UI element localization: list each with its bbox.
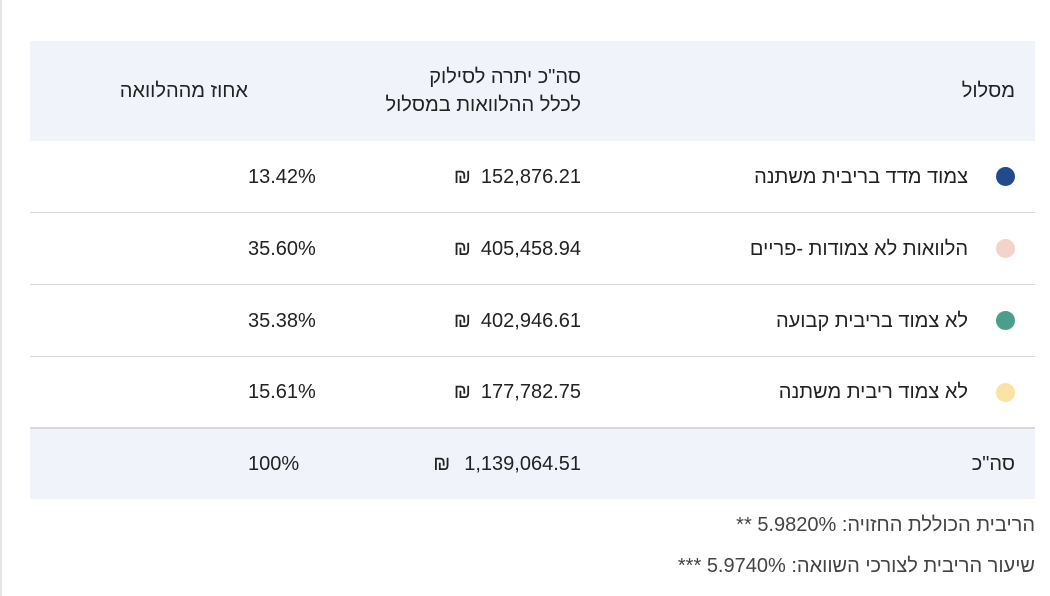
left-edge-divider — [0, 0, 2, 596]
currency-icon: ₪ — [453, 165, 471, 188]
currency-icon: ₪ — [453, 381, 471, 403]
amount-value: 405,458.94 — [480, 237, 581, 260]
track-label: הלוואות לא צמודות -פריים — [749, 237, 968, 260]
amount-value: 177,782.75 — [480, 381, 581, 403]
header-track-label: מסלול — [961, 80, 1015, 102]
track-label: לא צמוד בריבית קבועה — [775, 309, 968, 332]
header-amount-line1: סה"כ יתרה לסילוק — [429, 66, 581, 88]
comparison-rate-value: 5.9740% — [706, 555, 786, 577]
track-cell: צמוד מדד בריבית משתנה — [754, 164, 1015, 190]
amount-cell: ₪ 405,458.94 — [454, 236, 581, 262]
amount-value: 152,876.21 — [480, 165, 581, 188]
track-label: צמוד מדד בריבית משתנה — [754, 165, 968, 188]
percent-cell: 15.61% — [248, 381, 316, 403]
percent-cell: 35.60% — [248, 237, 316, 260]
comparison-rate-note: שיעור הריבית לצורכי השוואה: 5.9740% *** — [678, 553, 1035, 579]
amount-cell: ₪ 402,946.61 — [454, 308, 581, 334]
table-row: לא צמוד בריבית קבועה ₪ 402,946.61 35.38% — [30, 285, 1035, 357]
header-amount: סה"כ יתרה לסילוק לכלל ההלוואות במסלול — [281, 63, 581, 119]
percent-cell: 35.38% — [248, 309, 316, 332]
comparison-rate-mark: *** — [677, 555, 702, 577]
amount-cell: ₪ 152,876.21 — [454, 164, 581, 190]
track-color-dot-icon — [996, 382, 1015, 402]
track-color-dot-icon — [996, 311, 1015, 330]
forecast-rate-label: הריבית הכוללת החזויה: — [841, 514, 1035, 536]
amount-value: 402,946.61 — [480, 309, 581, 332]
header-track: מסלול — [962, 78, 1015, 104]
total-percent-cell: 100% — [248, 453, 300, 475]
table-row: צמוד מדד בריבית משתנה ₪ 152,876.21 13.42… — [30, 141, 1035, 213]
currency-icon: ₪ — [433, 453, 451, 475]
forecast-rate-value: 5.9820% — [757, 514, 837, 536]
table-total-row: סה"כ ₪ 1,139,064.51 100% — [30, 429, 1035, 499]
total-amount-cell: ₪ 1,139,064.51 — [433, 451, 581, 477]
track-cell: לא צמוד ריבית משתנה — [779, 379, 1015, 405]
header-percent: אחוז מההלוואה — [119, 80, 248, 102]
table-header-row: מסלול סה"כ יתרה לסילוק לכלל ההלוואות במס… — [30, 41, 1035, 141]
percent-cell: 13.42% — [248, 165, 316, 188]
table-row: לא צמוד ריבית משתנה ₪ 177,782.75 15.61% — [30, 357, 1035, 429]
forecast-rate-note: הריבית הכוללת החזויה: 5.9820% ** — [736, 512, 1035, 538]
table-row: הלוואות לא צמודות -פריים ₪ 405,458.94 35… — [30, 213, 1035, 285]
currency-icon: ₪ — [453, 237, 471, 260]
track-cell: הלוואות לא צמודות -פריים — [750, 236, 1015, 262]
comparison-rate-label: שיעור הריבית לצורכי השוואה: — [791, 555, 1035, 577]
amount-cell: ₪ 177,782.75 — [454, 379, 581, 405]
mortgage-tracks-table: מסלול סה"כ יתרה לסילוק לכלל ההלוואות במס… — [30, 41, 1035, 499]
currency-icon: ₪ — [453, 309, 471, 332]
total-label-cell: סה"כ — [972, 451, 1015, 477]
total-label: סה"כ — [971, 453, 1015, 475]
track-color-dot-icon — [996, 239, 1015, 258]
track-label: לא צמוד ריבית משתנה — [778, 381, 968, 403]
track-color-dot-icon — [996, 167, 1015, 186]
track-cell: לא צמוד בריבית קבועה — [776, 308, 1015, 334]
total-amount-value: 1,139,064.51 — [464, 453, 581, 475]
forecast-rate-mark: ** — [736, 514, 752, 536]
header-amount-line2: לכלל ההלוואות במסלול — [385, 94, 581, 116]
